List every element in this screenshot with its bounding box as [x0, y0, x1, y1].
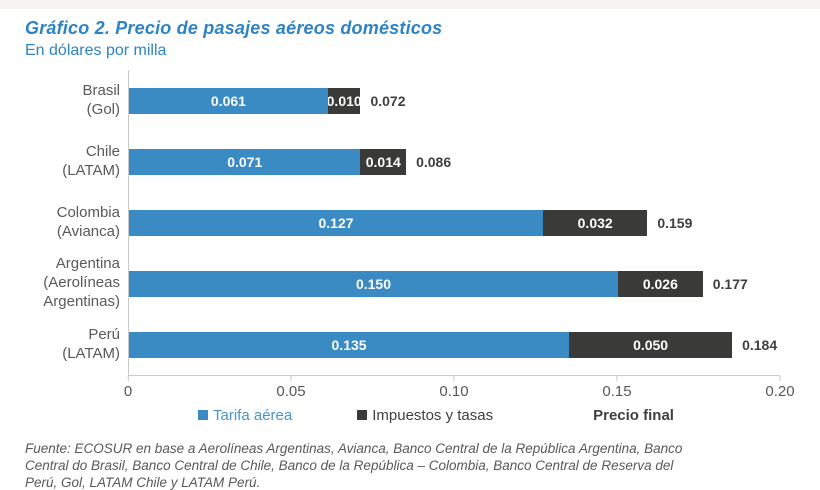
category-label: Perú (LATAM)	[62, 325, 120, 362]
chart-subtitle: En dólares por milla	[25, 42, 167, 59]
impuestos-y-tasas-segment: 0.032	[543, 209, 648, 236]
segment-value-label: 0.071	[227, 153, 263, 170]
segment-value-label: 0.050	[633, 336, 669, 353]
segment-value-label: 0.150	[355, 275, 392, 292]
bar-chart-plot-area: Brasil (Gol) 0.061 0.010 0.072 Chile (LATAM) 0.…	[43, 70, 781, 375]
x-axis-tick: 0	[124, 376, 132, 400]
category-label: Colombia (Avianca)	[56, 203, 120, 240]
x-axis-tick: 0.10	[439, 376, 469, 400]
bar-row: Argentina (Aerolíneas Argentinas) 0.150 0.02…	[43, 253, 781, 314]
source-note: Fuente: ECOSUR en base a Aerolíneas Arge…	[25, 440, 795, 490]
x-axis-tick: 0.05	[276, 376, 306, 400]
segment-value-label: 0.032	[577, 214, 613, 231]
impuestos-y-tasas-segment: 0.050	[569, 331, 733, 358]
legend-precio-final-label: Precio final	[593, 406, 674, 424]
category-label: Chile (LATAM)	[62, 142, 120, 179]
tick-mark	[127, 376, 129, 381]
legend-item-tarifa-aerea: Tarifa aérea	[198, 407, 292, 424]
impuestos-y-tasas-swatch-icon	[357, 410, 368, 420]
bar-row: Colombia (Avianca) 0.127 0.032 0.159	[57, 192, 781, 253]
legend-label: Tarifa aérea	[213, 406, 293, 424]
total-value-label: 0.159	[657, 214, 693, 231]
top-strip	[0, 0, 820, 9]
tarifa-aerea-segment: 0.061	[129, 87, 328, 114]
tick-mark	[779, 376, 781, 381]
legend-label: Impuestos y tasas	[372, 406, 494, 424]
chart-title: Gráfico 2. Precio de pasajes aéreos domé…	[25, 18, 443, 38]
tick-label: 0.10	[439, 383, 469, 400]
tarifa-aerea-segment: 0.135	[129, 331, 570, 358]
segment-value-label: 0.127	[318, 214, 354, 231]
chart-legend: Tarifa aérea Impuestos y tasas Precio fi…	[128, 404, 780, 426]
tick-mark	[290, 376, 292, 381]
tarifa-aerea-swatch-icon	[198, 410, 208, 420]
tick-label: 0.20	[765, 383, 795, 400]
x-axis: 0 0.05 0.10 0.15 0.20	[124, 375, 795, 404]
total-value-label: 0.184	[742, 336, 778, 353]
x-axis-tick: 0.20	[765, 376, 795, 400]
source-line: Central do Brasil, Banco Central de Chil…	[25, 458, 674, 473]
stacked-bar: 0.135 0.050 0.184	[129, 331, 781, 358]
total-value-label: 0.177	[712, 275, 748, 292]
impuestos-y-tasas-segment: 0.014	[360, 148, 407, 175]
impuestos-y-tasas-segment: 0.010	[327, 87, 361, 114]
stacked-bar: 0.061 0.010 0.072	[129, 87, 781, 114]
segment-value-label: 0.010	[327, 92, 361, 109]
stacked-bar: 0.150 0.026 0.177	[129, 270, 781, 297]
segment-value-label: 0.014	[365, 153, 401, 170]
source-line: Fuente: ECOSUR en base a Aerolíneas Arge…	[25, 441, 683, 456]
tarifa-aerea-segment: 0.150	[129, 270, 618, 297]
segment-value-label: 0.135	[331, 336, 367, 353]
tarifa-aerea-segment: 0.127	[129, 209, 544, 236]
total-value-label: 0.086	[416, 153, 452, 170]
tick-mark	[453, 376, 455, 381]
segment-value-label: 0.061	[210, 92, 246, 109]
legend-item-impuestos-y-tasas: Impuestos y tasas	[357, 407, 493, 424]
segment-value-label: 0.026	[642, 275, 678, 292]
tick-label: 0	[123, 383, 133, 400]
bar-row: Chile (LATAM) 0.071 0.014 0.086	[62, 131, 781, 192]
tick-label: 0.05	[276, 383, 306, 400]
source-line: Perú, Gol, LATAM Chile y LATAM Perú.	[25, 475, 261, 490]
category-label: Argentina (Aerolíneas Argentinas)	[43, 255, 120, 310]
bar-row: Brasil (Gol) 0.061 0.010 0.072	[82, 70, 781, 131]
total-value-label: 0.072	[370, 92, 406, 109]
tarifa-aerea-segment: 0.071	[129, 148, 361, 175]
tick-mark	[616, 376, 618, 381]
tick-label: 0.15	[602, 383, 632, 400]
category-label: Brasil (Gol)	[82, 81, 120, 118]
stacked-bar: 0.071 0.014 0.086	[129, 148, 781, 175]
x-axis-tick: 0.15	[602, 376, 632, 400]
impuestos-y-tasas-segment: 0.026	[618, 270, 703, 297]
stacked-bar: 0.127 0.032 0.159	[129, 209, 781, 236]
bar-row: Perú (LATAM) 0.135 0.050 0.184	[62, 314, 781, 375]
